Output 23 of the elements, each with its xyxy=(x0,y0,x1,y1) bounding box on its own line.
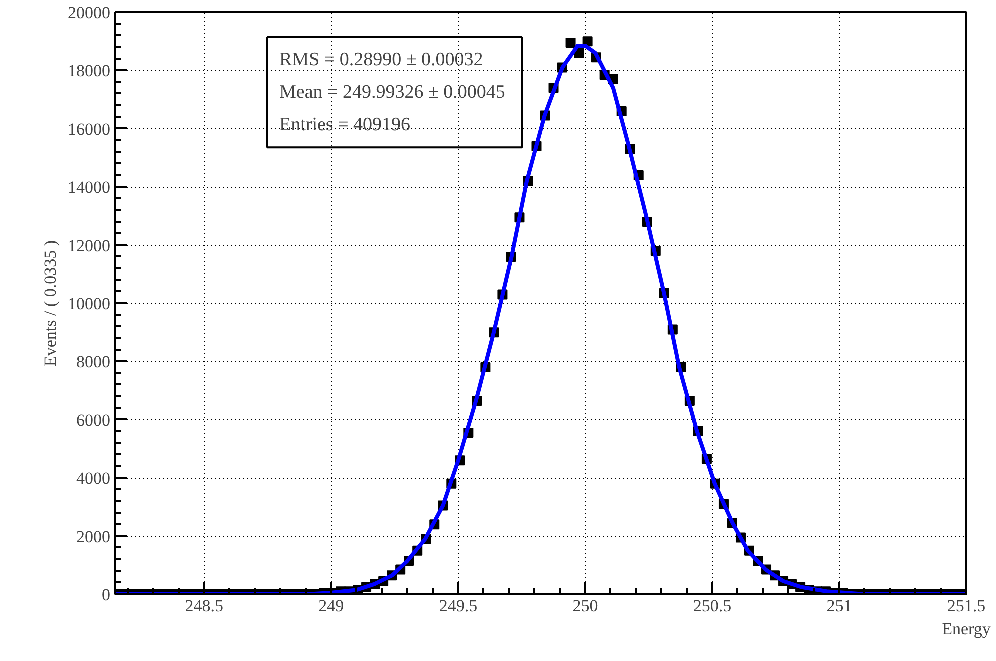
x-tick-label: 249 xyxy=(318,596,344,616)
y-tick-label: 10000 xyxy=(68,294,110,314)
x-tick-label: 250.5 xyxy=(693,596,732,616)
y-tick-label: 18000 xyxy=(68,62,110,81)
y-tick-label: 0 xyxy=(102,586,110,604)
x-tick-label: 251 xyxy=(826,596,852,616)
y-tick-label: 12000 xyxy=(68,236,110,256)
x-axis-title: Energy xyxy=(942,620,992,638)
x-tick-label: 248.5 xyxy=(185,596,224,616)
y-tick-label: 4000 xyxy=(76,469,110,488)
y-axis-title: Events / ( 0.0335 ) xyxy=(41,240,60,367)
y-tick-label: 2000 xyxy=(76,527,110,546)
y-tick-label: 16000 xyxy=(68,120,110,139)
y-tick-label: 8000 xyxy=(76,352,110,372)
y-tick-label: 6000 xyxy=(76,410,110,430)
x-tick-label: 249.5 xyxy=(439,596,478,616)
x-tick-label: 250 xyxy=(572,596,598,616)
x-tick-label: 251.5 xyxy=(947,596,986,616)
annotation: Entries = 409196 xyxy=(280,114,411,136)
y-tick-label: 20000 xyxy=(68,4,110,22)
annotation: RMS = 0.28990 ± 0.00032 xyxy=(280,50,484,70)
annotation: Mean = 249.99326 ± 0.00045 xyxy=(280,82,506,104)
y-tick-label: 14000 xyxy=(68,178,110,198)
